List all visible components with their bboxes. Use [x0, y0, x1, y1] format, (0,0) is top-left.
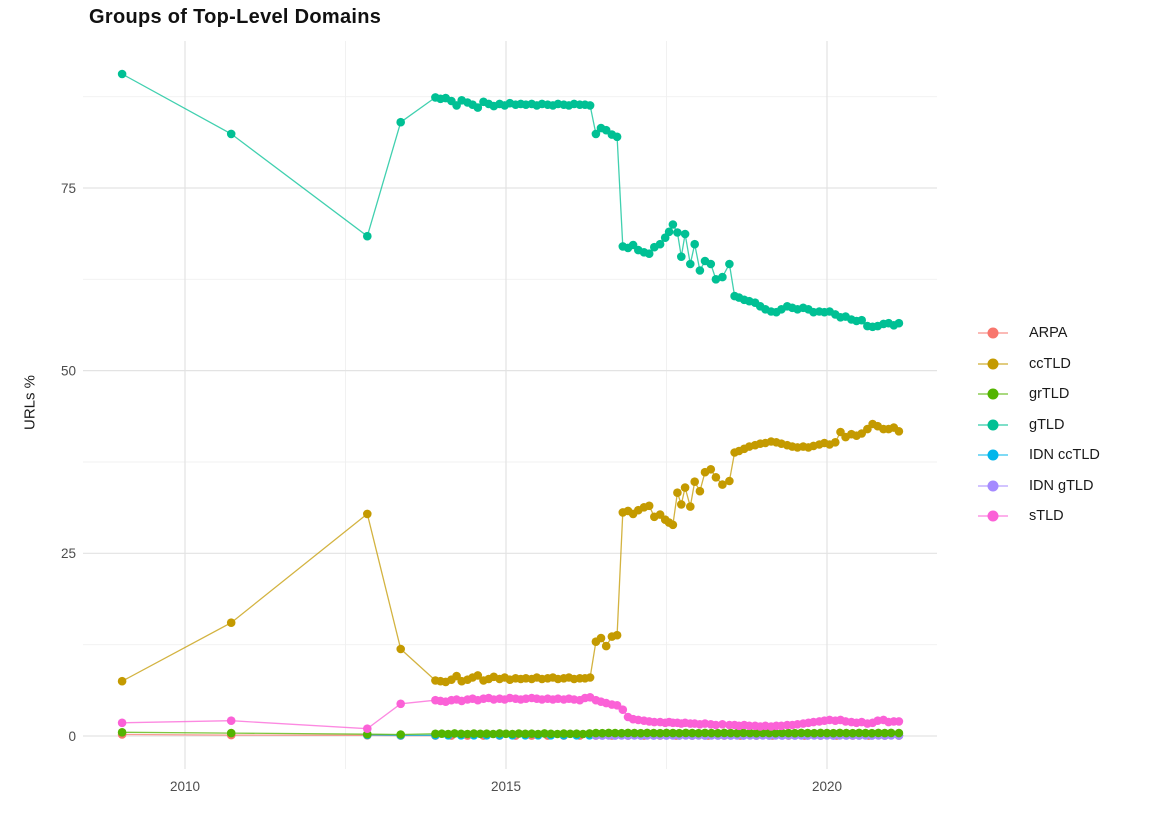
- y-tick-label: 75: [61, 181, 76, 196]
- legend-label: grTLD: [1029, 386, 1070, 403]
- legend-item-idn-gtld: IDN gTLD: [978, 471, 1100, 502]
- legend-key-icon: [978, 447, 1008, 463]
- minor-gridlines: [83, 41, 937, 769]
- series-cctld: [117, 419, 904, 687]
- legend-key-icon: [978, 356, 1008, 372]
- series-gtld: [117, 69, 904, 332]
- legend-label: gTLD: [1029, 416, 1065, 433]
- y-tick-label: 25: [61, 546, 76, 561]
- x-tick-label: 2010: [170, 779, 200, 794]
- legend-key-icon: [978, 325, 1008, 341]
- x-tick-label: 2015: [491, 779, 521, 794]
- series-grtld: [117, 728, 904, 739]
- legend-key-icon: [978, 386, 1008, 402]
- chart-title: Groups of Top-Level Domains: [89, 6, 382, 28]
- y-axis-title: URLs %: [21, 375, 39, 431]
- legend-item-cctld: ccTLD: [978, 349, 1100, 380]
- series-stld: [117, 693, 904, 733]
- legend-label: IDN ccTLD: [1029, 447, 1100, 464]
- series-line: [121, 73, 900, 328]
- axis-tick-labels: 0 25 50 75 2010 2015 2020: [61, 181, 842, 794]
- legend-item-idn-cctld: IDN ccTLD: [978, 440, 1100, 471]
- major-gridlines: [83, 41, 937, 769]
- legend-item-grtld: grTLD: [978, 379, 1100, 410]
- x-tick-label: 2020: [812, 779, 842, 794]
- legend-label: sTLD: [1029, 508, 1064, 525]
- legend-label: ARPA: [1029, 325, 1068, 342]
- legend-item-stld: sTLD: [978, 501, 1100, 532]
- legend: ARPA ccTLD grTLD gTLD IDN ccTLD IDN gTLD sTLD: [978, 318, 1100, 532]
- legend-key-icon: [978, 478, 1008, 494]
- legend-key-icon: [978, 508, 1008, 524]
- legend-key-icon: [978, 417, 1008, 433]
- legend-item-gtld: gTLD: [978, 410, 1100, 441]
- y-tick-label: 50: [61, 363, 76, 378]
- y-tick-label: 0: [68, 729, 76, 744]
- legend-label: ccTLD: [1029, 355, 1071, 372]
- legend-label: IDN gTLD: [1029, 477, 1094, 494]
- legend-item-arpa: ARPA: [978, 318, 1100, 349]
